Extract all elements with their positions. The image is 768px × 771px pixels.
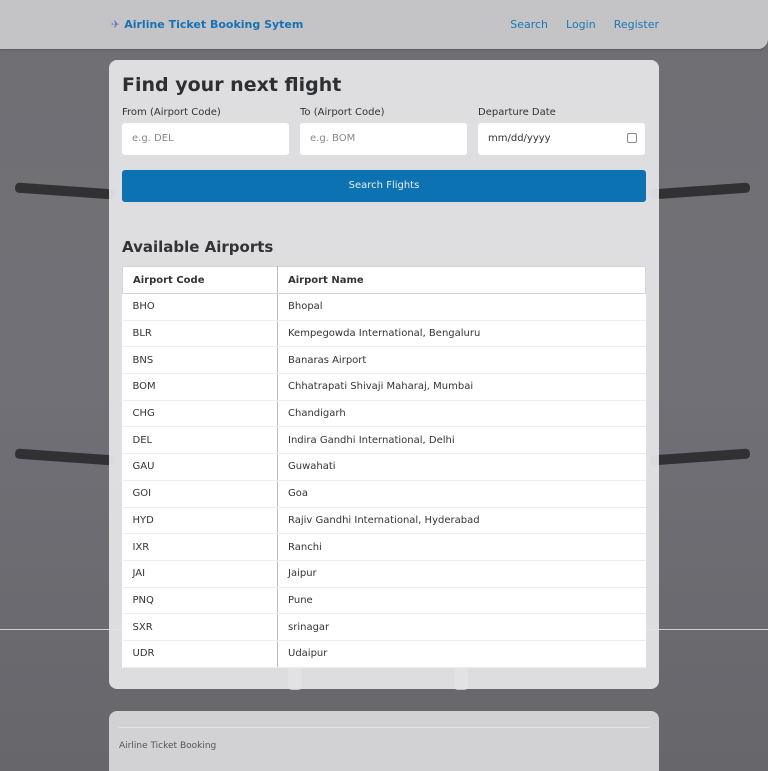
airport-code: JAI bbox=[122, 560, 278, 588]
table-row: DEL Indira Gandhi International, Delhi bbox=[122, 426, 646, 455]
nav-login-link[interactable]: Login bbox=[566, 18, 596, 31]
brand-link[interactable]: ✈ Airline Ticket Booking Sytem bbox=[111, 18, 303, 31]
table-row: JAI Jaipur bbox=[122, 560, 646, 588]
airport-code: BOM bbox=[122, 373, 278, 401]
airports-table: Airport Code Airport Name BHO Bhopal BLR Kem… bbox=[122, 266, 646, 668]
date-label: Departure Date bbox=[478, 107, 556, 118]
header-code: Airport Code bbox=[122, 266, 278, 294]
table-row: BNS Banaras Airport bbox=[122, 346, 646, 375]
table-row: BOM Chhatrapati Shivaji Maharaj, Mumbai bbox=[122, 373, 646, 401]
airport-name: Pune bbox=[277, 587, 646, 615]
footer: Airline Ticket Booking bbox=[109, 711, 659, 771]
airport-code: GOI bbox=[122, 480, 278, 508]
header-name: Airport Name bbox=[277, 266, 646, 294]
airport-name: Goa bbox=[277, 480, 646, 508]
table-row: SXR srinagar bbox=[122, 613, 646, 641]
date-input[interactable]: mm/dd/yyyy bbox=[478, 123, 645, 155]
calendar-icon[interactable] bbox=[627, 133, 637, 143]
footer-text: Airline Ticket Booking bbox=[119, 741, 217, 751]
airport-name: Guwahati bbox=[277, 453, 646, 481]
airport-name: Indira Gandhi International, Delhi bbox=[277, 426, 646, 455]
airport-code: IXR bbox=[122, 533, 278, 561]
airport-name: Ranchi bbox=[277, 533, 646, 561]
airport-code: BNS bbox=[122, 346, 278, 375]
airports-title: Available Airports bbox=[122, 238, 274, 256]
airport-name: Jaipur bbox=[277, 560, 646, 588]
table-row: GAU Guwahati bbox=[122, 453, 646, 481]
footer-divider bbox=[119, 727, 649, 728]
airport-code: UDR bbox=[122, 640, 278, 668]
airport-name: Banaras Airport bbox=[277, 346, 646, 375]
table-row: UDR Udaipur bbox=[122, 640, 646, 668]
from-input[interactable]: e.g. DEL bbox=[122, 123, 289, 155]
to-input[interactable]: e.g. BOM bbox=[300, 123, 467, 155]
table-row: BLR Kempegowda International, Bengaluru bbox=[122, 320, 646, 348]
nav-search-link[interactable]: Search bbox=[510, 18, 549, 31]
airport-name: Chhatrapati Shivaji Maharaj, Mumbai bbox=[277, 373, 646, 401]
airport-name: Chandigarh bbox=[277, 400, 646, 428]
airport-name: Udaipur bbox=[277, 640, 646, 668]
airport-code: GAU bbox=[122, 453, 278, 481]
from-label: From (Airport Code) bbox=[122, 107, 221, 118]
airport-code: HYD bbox=[122, 507, 278, 535]
table-row: GOI Goa bbox=[122, 480, 646, 508]
airport-code: BLR bbox=[122, 320, 278, 348]
airport-code: DEL bbox=[122, 426, 278, 455]
airport-name: srinagar bbox=[277, 613, 646, 641]
table-row: CHG Chandigarh bbox=[122, 400, 646, 428]
date-placeholder: mm/dd/yyyy bbox=[488, 133, 551, 144]
search-flights-button[interactable]: Search Flights bbox=[122, 170, 646, 202]
to-label: To (Airport Code) bbox=[300, 107, 385, 118]
airport-name: Kempegowda International, Bengaluru bbox=[277, 320, 646, 348]
table-row: IXR Ranchi bbox=[122, 533, 646, 561]
airport-code: PNQ bbox=[122, 587, 278, 615]
airport-code: CHG bbox=[122, 400, 278, 428]
table-row: PNQ Pune bbox=[122, 587, 646, 615]
airport-name: Rajiv Gandhi International, Hyderabad bbox=[277, 507, 646, 535]
airport-name: Bhopal bbox=[277, 293, 646, 321]
search-card: Find your next flight From (Airport Code… bbox=[109, 60, 659, 689]
page-title: Find your next flight bbox=[122, 74, 342, 96]
airport-code: SXR bbox=[122, 613, 278, 641]
nav-register-link[interactable]: Register bbox=[613, 18, 659, 31]
table-row: HYD Rajiv Gandhi International, Hyderabad bbox=[122, 507, 646, 535]
navbar: ✈ Airline Ticket Booking Sytem Search Log… bbox=[0, 0, 768, 49]
table-row: BHO Bhopal bbox=[122, 293, 646, 321]
brand-text: Airline Ticket Booking Sytem bbox=[124, 18, 304, 31]
airplane-icon: ✈ bbox=[111, 18, 121, 31]
airport-code: BHO bbox=[122, 293, 278, 321]
